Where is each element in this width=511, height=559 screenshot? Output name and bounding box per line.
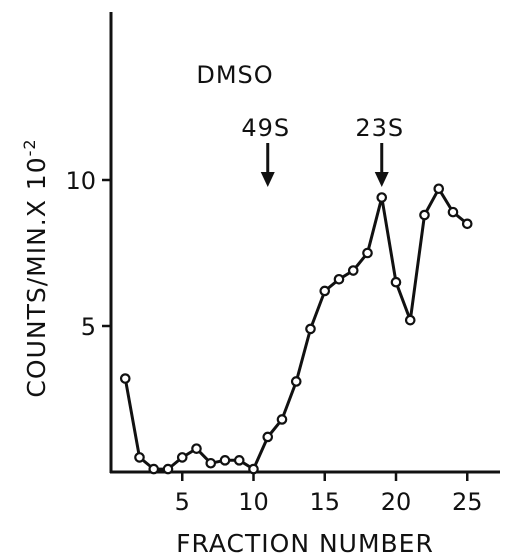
data-point-fraction-24	[447, 206, 459, 218]
annotations: DMSO 49S 23S	[196, 61, 404, 187]
annotation-49s-arrowhead	[260, 172, 275, 187]
data-point-fraction-14	[305, 323, 316, 335]
data-point-fraction-8	[219, 455, 231, 466]
annotation-dmso-label: DMSO	[196, 61, 273, 89]
data-point-fraction-23	[433, 183, 445, 195]
x-tick-label-10: 10	[238, 488, 269, 516]
data-point-fraction-20	[390, 276, 402, 288]
data-points	[119, 183, 473, 475]
data-point-fraction-18	[362, 247, 373, 259]
series-group	[123, 187, 469, 471]
data-point-fraction-6	[191, 443, 202, 454]
y-axis-title-exponent: -2	[20, 138, 39, 156]
y-axis-title-main: COUNTS/MIN.X 10	[22, 156, 51, 397]
svg-text:COUNTS/MIN.X 10-2: COUNTS/MIN.X 10-2	[20, 138, 51, 397]
data-point-fraction-2	[134, 452, 145, 463]
series-line	[123, 187, 469, 471]
data-point-fraction-19	[376, 192, 388, 203]
data-point-fraction-16	[333, 273, 345, 285]
data-point-fraction-7	[205, 457, 217, 469]
x-tick-label-25: 25	[452, 488, 483, 516]
data-point-fraction-4	[162, 463, 174, 475]
data-point-fraction-25	[461, 218, 473, 230]
x-axis-title: FRACTION NUMBER	[176, 529, 434, 558]
data-point-fraction-5	[176, 452, 188, 463]
y-tick-label-10: 10	[65, 167, 96, 195]
data-point-fraction-1	[119, 373, 131, 384]
data-point-fraction-22	[419, 209, 430, 221]
annotation-23s-label: 23S	[355, 114, 404, 142]
data-point-fraction-3	[148, 463, 160, 475]
annotation-23s-arrowhead	[374, 172, 389, 187]
data-point-fraction-9	[233, 455, 245, 466]
ticks: 5 10 15 20 25 5 10	[65, 167, 482, 516]
axes	[109, 12, 500, 474]
x-tick-label-20: 20	[381, 488, 412, 516]
data-point-fraction-10	[248, 463, 259, 475]
x-tick-label-15: 15	[309, 488, 340, 516]
data-point-fraction-15	[319, 285, 331, 297]
data-point-fraction-21	[404, 314, 416, 326]
data-point-fraction-12	[276, 414, 288, 425]
annotation-49s-label: 49S	[241, 114, 290, 142]
x-tick-label-5: 5	[175, 488, 190, 516]
data-point-fraction-13	[290, 376, 302, 387]
data-point-fraction-11	[262, 431, 274, 443]
y-tick-label-5: 5	[81, 313, 96, 341]
y-axis-title: COUNTS/MIN.X 10-2	[20, 138, 51, 397]
data-point-fraction-17	[347, 265, 359, 276]
